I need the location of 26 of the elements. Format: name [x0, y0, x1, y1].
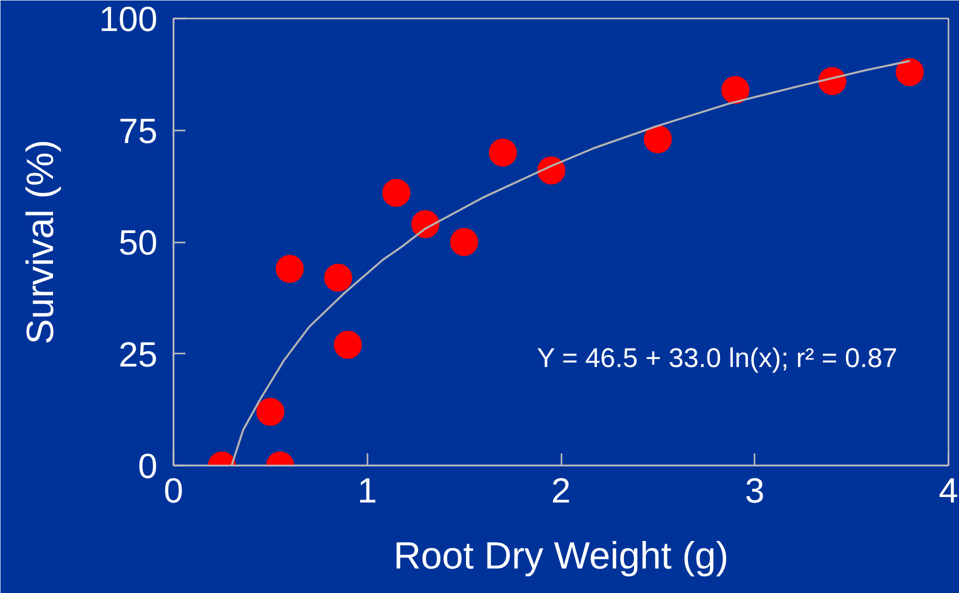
point: [324, 264, 352, 292]
y-tick-label: 25: [118, 335, 158, 374]
x-tick-label: 4: [938, 472, 958, 510]
y-tick-label: 100: [99, 0, 158, 39]
point: [896, 58, 924, 86]
point: [276, 254, 304, 283]
annotation: Y = 46.5 + 33.0 ln(x); r² = 0.87: [536, 343, 898, 374]
y-tick-label: 75: [118, 112, 158, 151]
point: [721, 76, 750, 104]
x-tick-label: 1: [358, 472, 377, 510]
point: [411, 210, 440, 238]
point: [334, 330, 362, 359]
point: [488, 138, 517, 167]
x-axis-title: Root Dry Weight (g): [393, 536, 729, 578]
y-axis-title: Survival (%): [20, 140, 62, 344]
point: [382, 178, 410, 207]
x-tick-label: 0: [164, 472, 184, 510]
point: [256, 398, 284, 426]
x-tick-label: 2: [551, 472, 571, 510]
point: [537, 156, 566, 184]
y-tick-label: 0: [138, 447, 158, 486]
x-tick-label: 3: [745, 472, 764, 510]
point: [450, 228, 478, 256]
point: [818, 67, 846, 96]
y-tick-label: 50: [118, 224, 158, 262]
point: [644, 125, 672, 154]
